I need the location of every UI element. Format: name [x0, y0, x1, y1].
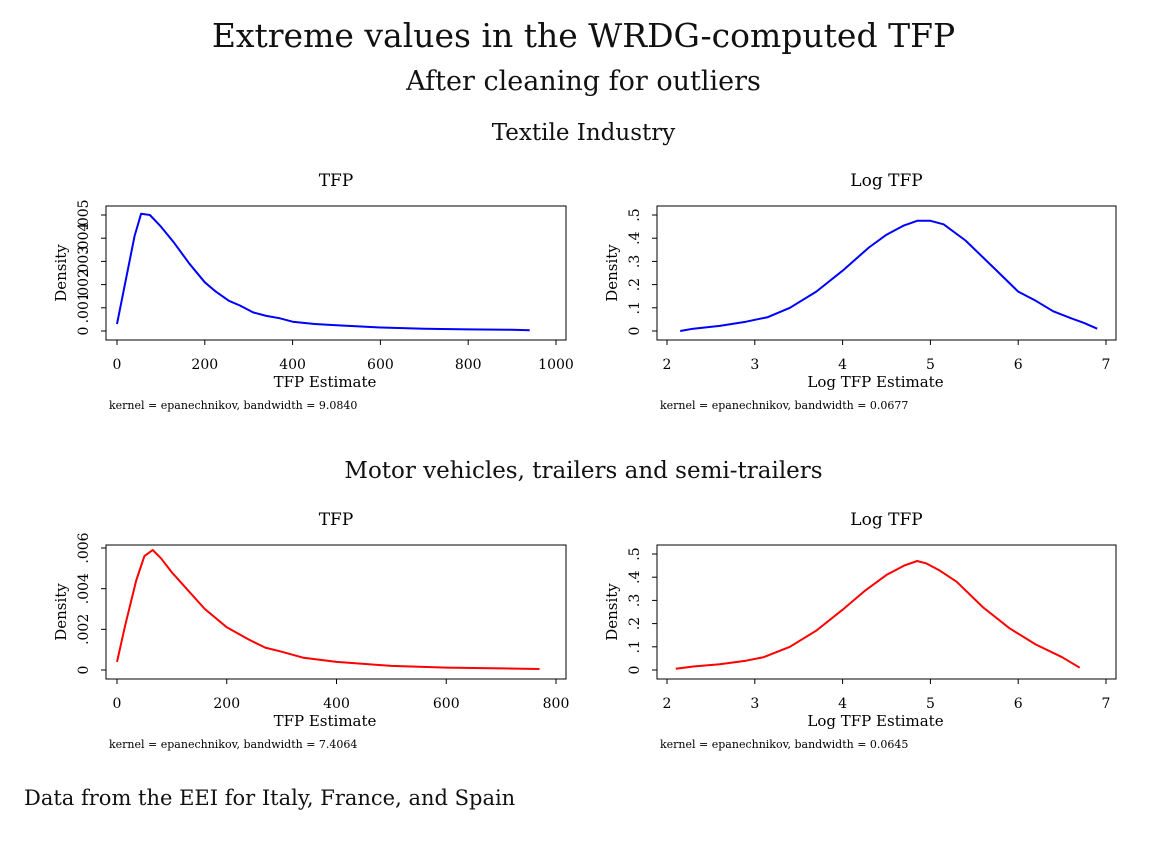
y-tick-label: .2 [627, 278, 643, 291]
panel-title: Log TFP [850, 510, 922, 530]
x-tick-label: 200 [213, 696, 240, 712]
figure-title: Extreme values in the WRDG-computed TFP [211, 16, 956, 55]
y-tick-label: 0 [627, 327, 643, 336]
x-tick-label: 4 [838, 696, 847, 712]
y-tick-label: 0 [76, 327, 92, 336]
plot-frame [105, 544, 567, 680]
y-tick-label: .2 [627, 617, 643, 630]
x-tick-label: 400 [323, 696, 350, 712]
figure-subtitle: After cleaning for outliers [406, 66, 761, 97]
y-tick-label: 0 [76, 666, 92, 675]
y-tick-label: .3 [627, 255, 643, 268]
x-tick-label: 0 [113, 357, 122, 373]
chart-panel-3: TFP 0 200 400 600 800 TFP Estimate 0 .002 .004 .00… [52, 510, 569, 751]
plot-frame [656, 544, 1117, 680]
y-tick-label: .4 [627, 231, 643, 244]
x-tick-label: 1000 [538, 357, 574, 373]
x-tick-label: 0 [113, 696, 122, 712]
x-axis-label: TFP Estimate [274, 712, 377, 730]
x-tick-label: 6 [1014, 696, 1023, 712]
y-axis-label: Density [603, 244, 621, 302]
chart-panel-4: Log TFP 2 3 4 5 6 7 Log TFP Estimate 0 .1 .2 .3 .4 .5… [603, 510, 1117, 751]
x-tick-label: 600 [367, 357, 394, 373]
x-tick-label: 800 [543, 696, 570, 712]
y-axis-label: Density [603, 583, 621, 641]
x-tick-label: 5 [926, 696, 935, 712]
x-tick-label: 400 [279, 357, 306, 373]
y-tick-label: .004 [76, 223, 92, 254]
x-axis-label: Log TFP Estimate [807, 373, 943, 391]
y-tick-label: .5 [627, 208, 643, 221]
kernel-note: kernel = epanechnikov, bandwidth = 7.406… [109, 738, 357, 751]
x-tick-label: 6 [1014, 357, 1023, 373]
density-line [116, 212, 530, 332]
x-tick-label: 2 [663, 696, 672, 712]
x-tick-label: 4 [838, 357, 847, 373]
y-tick-label: .1 [627, 640, 643, 653]
y-tick-label: 0 [627, 666, 643, 675]
x-tick-label: 3 [750, 357, 759, 373]
x-tick-label: 5 [926, 357, 935, 373]
y-tick-label: .003 [76, 246, 92, 277]
x-tick-label: 800 [455, 357, 482, 373]
plot-frame [656, 205, 1117, 341]
x-tick-label: 600 [433, 696, 460, 712]
y-tick-label: .006 [76, 532, 92, 563]
x-tick-label: 200 [191, 357, 218, 373]
density-line [675, 560, 1081, 670]
figure-note: Data from the EEI for Italy, France, and… [24, 786, 516, 810]
y-tick-label: .005 [76, 199, 92, 230]
x-tick-label: 3 [750, 696, 759, 712]
kernel-note: kernel = epanechnikov, bandwidth = 9.084… [109, 399, 357, 412]
x-axis-label: TFP Estimate [274, 373, 377, 391]
y-tick-label: .002 [76, 269, 92, 300]
y-tick-label: .004 [76, 573, 92, 604]
x-axis-label: Log TFP Estimate [807, 712, 943, 730]
kernel-note: kernel = epanechnikov, bandwidth = 0.064… [660, 738, 908, 751]
x-tick-label: 7 [1102, 696, 1111, 712]
panel-title: TFP [319, 510, 354, 530]
density-line [116, 549, 540, 670]
kernel-note: kernel = epanechnikov, bandwidth = 0.067… [660, 399, 908, 412]
panel-title: Log TFP [850, 171, 922, 191]
panel-title: TFP [319, 171, 354, 191]
x-tick-label: 7 [1102, 357, 1111, 373]
y-tick-label: .3 [627, 594, 643, 607]
y-tick-label: .001 [76, 292, 92, 323]
density-line [680, 219, 1098, 332]
y-tick-label: .002 [76, 614, 92, 645]
y-axis-label: Density [52, 244, 70, 302]
y-tick-label: .1 [627, 301, 643, 314]
y-tick-label: .4 [627, 570, 643, 583]
section-title-textile: Textile Industry [491, 120, 676, 146]
section-title-motor-vehicles: Motor vehicles, trailers and semi-traile… [344, 458, 823, 484]
x-tick-label: 2 [663, 357, 672, 373]
chart-panel-2: Log TFP 2 3 4 5 6 7 Log TFP Estimate 0 .1 .2 .3 .4 .5… [603, 171, 1117, 412]
y-axis-label: Density [52, 583, 70, 641]
y-tick-label: .5 [627, 547, 643, 560]
plot-frame [105, 205, 567, 341]
